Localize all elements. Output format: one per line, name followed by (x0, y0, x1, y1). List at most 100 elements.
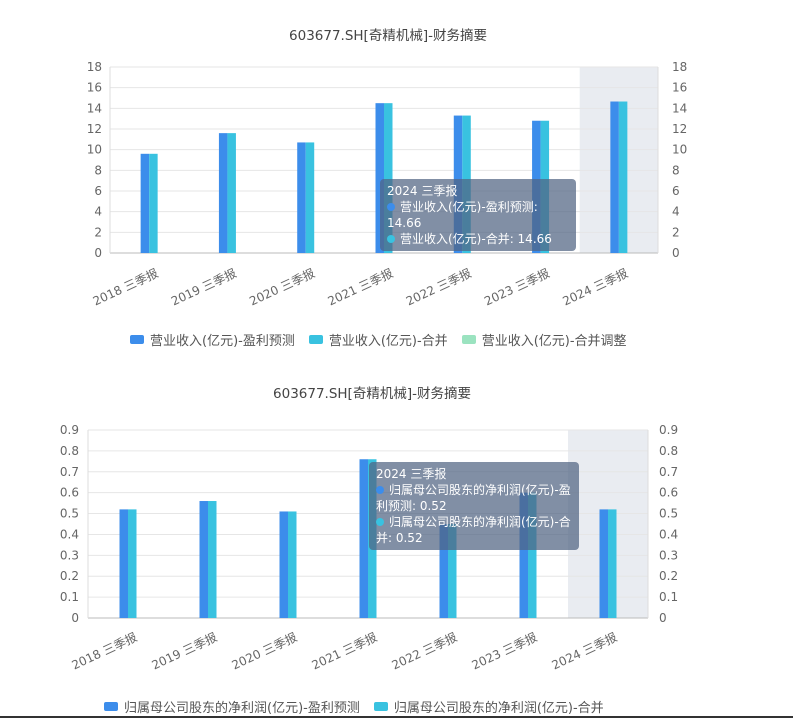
legend-item-consolidated[interactable]: 归属母公司股东的净利润(亿元)-合并 (373, 697, 604, 716)
bar (448, 524, 457, 618)
bar (618, 101, 628, 253)
y-tick-label-right: 10 (672, 143, 687, 157)
bar (140, 153, 150, 253)
y-tick-label-left: 0.2 (60, 569, 79, 583)
y-tick-label-left: 8 (94, 163, 102, 177)
y-tick-label-right: 0.9 (659, 423, 678, 437)
bar (128, 509, 137, 618)
x-tick-label: 2018 三季报 (69, 629, 139, 672)
net-profit-tooltip: 2024 三季报 归属母公司股东的净利润(亿元)-盈利预测: 0.52 归属母公… (369, 462, 579, 550)
x-tick-label: 2018 三季报 (90, 265, 160, 308)
revenue-chart-svg: 603677.SH[奇精机械]-财务摘要 0 0 2 2 4 4 6 6 8 8 10 10 12 12 14… (87, 27, 688, 308)
y-tick-label-right: 12 (672, 122, 687, 136)
y-tick-label-right: 14 (672, 101, 687, 115)
y-tick-label-right: 2 (672, 225, 680, 239)
legend-item-consolidated[interactable]: 营业收入(亿元)-合并 (308, 330, 448, 349)
tooltip-title: 2024 三季报 (387, 184, 458, 198)
y-tick-label-right: 0 (659, 611, 667, 625)
y-tick-label-left: 0 (71, 611, 79, 625)
x-tick-label: 2022 三季报 (389, 629, 459, 672)
y-tick-label-left: 0 (94, 246, 102, 260)
y-tick-label-right: 4 (672, 205, 680, 219)
net-profit-chart: 603677.SH[奇精机械]-财务摘要 0 0 0.1 0.1 0.2 0.2 0.3 0.3… (0, 360, 793, 718)
x-tick-label: 2021 三季报 (309, 629, 379, 672)
legend-swatch (461, 335, 476, 344)
bar (359, 459, 368, 618)
y-tick-label-left: 10 (87, 143, 102, 157)
legend-item-forecast[interactable]: 归属母公司股东的净利润(亿元)-盈利预测 (104, 697, 360, 716)
y-tick-label-right: 8 (672, 163, 680, 177)
bar (528, 492, 537, 618)
y-tick-label-left: 0.9 (60, 423, 79, 437)
bar (608, 509, 617, 618)
page-bottom-border (0, 716, 793, 718)
x-tick-label: 2023 三季报 (482, 265, 552, 308)
y-tick-label-left: 14 (87, 101, 102, 115)
bar (305, 142, 315, 253)
bar (279, 511, 288, 618)
y-tick-label-left: 0.8 (60, 444, 79, 458)
tooltip-dot-icon (387, 235, 395, 243)
tooltip-dot-icon (376, 486, 384, 494)
tooltip-row: 归属母公司股东的净利润(亿元)-盈利预测: 0.52 (376, 483, 571, 513)
bar (199, 501, 208, 618)
y-tick-label-right: 0.6 (659, 486, 678, 500)
tooltip-dot-icon (387, 203, 395, 211)
y-tick-label-left: 2 (94, 225, 102, 239)
chart-title: 603677.SH[奇精机械]-财务摘要 (289, 27, 487, 44)
net-profit-legend: 归属母公司股东的净利润(亿元)-盈利预测 归属母公司股东的净利润(亿元)-合并 (104, 697, 618, 716)
bar (610, 101, 619, 253)
tooltip-dot-icon (376, 518, 384, 526)
revenue-legend: 营业收入(亿元)-盈利预测 营业收入(亿元)-合并 营业收入(亿元)-合并调整 (130, 330, 641, 349)
y-tick-label-left: 0.1 (60, 590, 79, 604)
y-tick-label-left: 12 (87, 122, 102, 136)
bar (208, 501, 217, 618)
tooltip-title: 2024 三季报 (376, 467, 447, 481)
y-tick-label-left: 4 (94, 205, 102, 219)
bar (439, 524, 448, 618)
y-tick-label-right: 6 (672, 184, 680, 198)
bar (218, 133, 228, 253)
y-tick-label-right: 0.5 (659, 507, 678, 521)
legend-swatch (104, 702, 118, 711)
y-tick-label-left: 16 (87, 81, 102, 95)
chart-title: 603677.SH[奇精机械]-财务摘要 (273, 385, 471, 402)
legend-swatch (130, 335, 144, 344)
y-tick-label-right: 0 (672, 246, 680, 260)
bar (149, 153, 158, 253)
y-tick-label-left: 0.7 (60, 465, 79, 479)
y-tick-label-left: 0.6 (60, 486, 79, 500)
bar (119, 509, 128, 618)
tooltip-row: 营业收入(亿元)-盈利预测: 14.66 (387, 200, 538, 230)
legend-item-adjusted[interactable]: 营业收入(亿元)-合并调整 (461, 330, 627, 349)
y-tick-label-left: 18 (87, 60, 102, 74)
y-tick-label-left: 6 (94, 184, 102, 198)
x-tick-label: 2022 三季报 (403, 265, 473, 308)
bar (384, 103, 393, 254)
bar (375, 103, 384, 254)
y-tick-label-right: 0.4 (659, 527, 678, 541)
bar (288, 511, 297, 618)
revenue-chart: 603677.SH[奇精机械]-财务摘要 0 0 2 2 4 4 6 6 8 8 10 10 12 12 14… (0, 0, 793, 360)
y-tick-label-left: 0.4 (60, 527, 79, 541)
net-profit-chart-svg: 603677.SH[奇精机械]-财务摘要 0 0 0.1 0.1 0.2 0.2 0.3 0.3… (60, 385, 678, 672)
x-tick-label: 2023 三季报 (469, 629, 539, 672)
y-tick-label-left: 0.3 (60, 548, 79, 562)
y-tick-label-right: 0.8 (659, 444, 678, 458)
revenue-tooltip: 2024 三季报 营业收入(亿元)-盈利预测: 14.66 营业收入(亿元)-合… (380, 179, 576, 251)
x-tick-label: 2020 三季报 (229, 629, 299, 672)
x-tick-label: 2024 三季报 (549, 629, 619, 672)
bar (297, 142, 306, 253)
bar (599, 509, 608, 618)
x-tick-label: 2020 三季报 (247, 265, 317, 308)
x-tick-label: 2021 三季报 (325, 265, 395, 308)
y-tick-label-right: 0.7 (659, 465, 678, 479)
legend-item-forecast[interactable]: 营业收入(亿元)-盈利预测 (130, 330, 295, 349)
y-tick-label-left: 0.5 (60, 507, 79, 521)
bar (227, 133, 236, 253)
legend-swatch (373, 702, 388, 711)
y-tick-label-right: 0.2 (659, 569, 678, 583)
x-tick-label: 2019 三季报 (149, 629, 219, 672)
y-tick-label-right: 16 (672, 81, 687, 95)
tooltip-row: 归属母公司股东的净利润(亿元)-合并: 0.52 (376, 515, 571, 545)
